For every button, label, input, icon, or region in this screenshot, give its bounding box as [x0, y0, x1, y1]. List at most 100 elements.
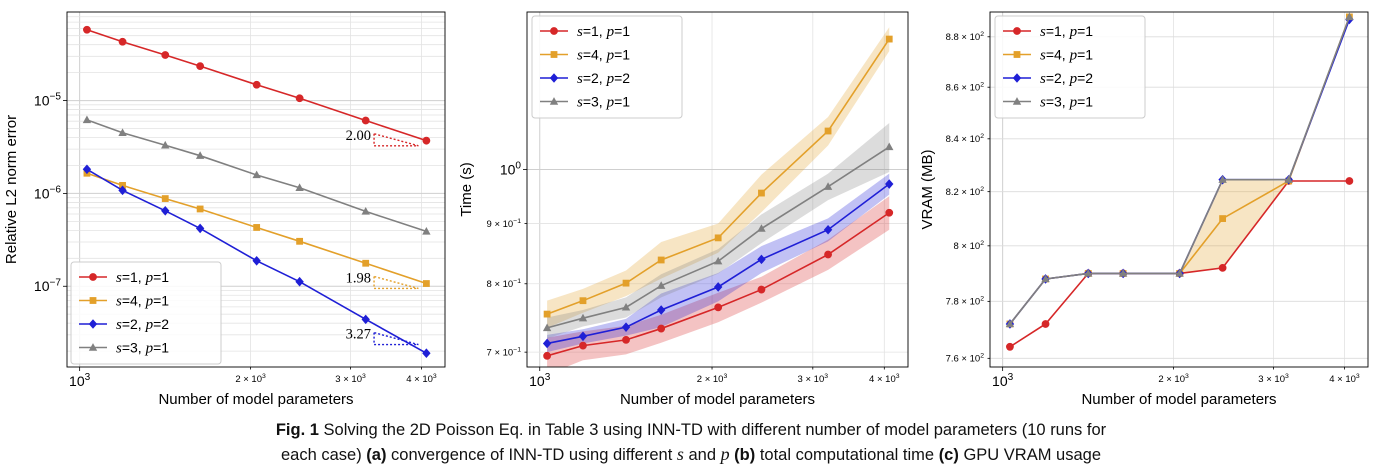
data-point [757, 254, 766, 265]
series-line-1-1 [86, 28, 427, 142]
data-point [579, 341, 587, 350]
slope-label: 3.27 [346, 327, 371, 343]
plot-area [82, 25, 431, 359]
data-point [252, 80, 261, 89]
data-point [296, 237, 304, 245]
series-line-1-1 [546, 212, 890, 357]
x-axis-label: Number of model parameters [620, 391, 815, 408]
legend: s=1, p=1 s=4, p=1 s=2, p=2 s=3, p=1 [531, 15, 683, 119]
data-point [758, 189, 765, 197]
legend-label: s=3, p=1 [577, 94, 630, 111]
legend-label: s=1, p=1 [116, 269, 169, 286]
x-tick-label: 4 × 103 [1329, 373, 1360, 385]
plot-area [542, 27, 894, 367]
legend-label: s=1, p=1 [1040, 23, 1093, 40]
x-tick-label: 3 × 103 [1258, 373, 1289, 385]
legend-marker [1013, 27, 1021, 35]
caption-fig-label: Fig. 1 [275, 421, 319, 439]
data-point [1345, 12, 1354, 21]
data-point [578, 331, 588, 342]
y-tick-label: 8.2 × 102 [946, 186, 985, 198]
legend-item-4-1: s=4, p=1 [79, 293, 169, 310]
chart-panel-3: 103 2 × 103 3 × 103 4 × 103 7.6 × 102 7.8 × 1… [919, 11, 1369, 408]
legend-label: s=2, p=2 [1040, 70, 1093, 87]
caption-text-3: convergence of INN-TD using different [386, 446, 677, 464]
legend-marker [549, 97, 559, 105]
chart-panel-1: 2.00 1.98 3.27 103 2 × 103 3 × 103 4 × 103 10−7… [3, 11, 446, 408]
legend-item-1-1: s=1, p=1 [540, 23, 630, 40]
x-tick-label: 4 × 103 [406, 373, 437, 385]
data-point [118, 37, 127, 46]
y-tick-label: 7.6 × 102 [946, 353, 985, 365]
legend-item-2-2: s=2, p=2 [540, 70, 630, 87]
y-tick-label: 8.4 × 102 [946, 133, 985, 145]
y-tick-label: 100 [500, 161, 522, 178]
legend-item-1-1: s=1, p=1 [1003, 23, 1093, 40]
legend-item-3-1: s=3, p=1 [1003, 94, 1093, 111]
data-point [713, 282, 723, 292]
data-point [161, 195, 169, 202]
data-point [118, 185, 127, 196]
data-point [161, 51, 170, 59]
y-axis-label: Time (s) [458, 162, 475, 216]
y-tick-label: 8 × 10−1 [487, 278, 522, 290]
data-point [195, 151, 205, 159]
data-point [823, 224, 833, 235]
data-point [1218, 263, 1227, 272]
data-point [119, 182, 126, 189]
data-point [361, 207, 370, 215]
legend-label: s=4, p=1 [116, 293, 169, 310]
slope-triangle: 2.00 [346, 128, 419, 147]
caption-text-5: total computational time [755, 446, 939, 464]
data-point [622, 279, 630, 287]
data-point [579, 297, 587, 305]
data-point [885, 208, 894, 217]
legend-marker [89, 273, 97, 281]
y-tick-label: 10−7 [34, 277, 61, 294]
data-point [422, 136, 431, 145]
data-point [622, 335, 630, 344]
legend-label: s=3, p=1 [116, 340, 169, 357]
legend-label: s=2, p=2 [577, 70, 630, 87]
data-point [196, 62, 205, 71]
data-point [757, 285, 766, 294]
tick-labels: 103 2 × 103 3 × 103 4 × 103 7.6 × 102 7.8 × 1… [946, 31, 1360, 389]
data-point [422, 348, 431, 359]
data-point [361, 314, 370, 325]
legend-marker [550, 51, 558, 58]
data-point [1041, 320, 1050, 328]
x-tick-label: 103 [529, 372, 551, 389]
legend-marker [88, 319, 98, 329]
axes-frame [989, 11, 1369, 368]
data-point [1118, 269, 1128, 277]
data-point [195, 223, 205, 234]
y-tick-label: 8.6 × 102 [946, 82, 985, 94]
data-point [118, 128, 127, 136]
legend-marker [1013, 51, 1021, 58]
data-point [196, 205, 204, 213]
legend-item-3-1: s=3, p=1 [79, 340, 169, 357]
caption-var-s: s [676, 444, 684, 464]
caption-text-4: and [683, 446, 721, 464]
y-axis-label: Relative L2 norm error [3, 115, 20, 264]
caption-line-2: each case) (a) convergence of INN-TD usi… [0, 442, 1382, 467]
data-point [161, 140, 170, 149]
plot-area [1005, 12, 1354, 351]
data-point [543, 310, 551, 318]
data-point [714, 303, 723, 312]
slope-triangle: 1.98 [346, 270, 419, 290]
data-point [362, 259, 370, 267]
y-axis-label: VRAM (MB) [919, 150, 936, 230]
caption-var-p: p [720, 444, 730, 464]
legend-label: s=3, p=1 [1040, 94, 1093, 111]
y-tick-label: 9 × 10−1 [487, 218, 522, 230]
slope-label: 2.00 [346, 128, 371, 144]
data-point [543, 351, 551, 360]
data-point [252, 170, 261, 179]
series-line-3-1 [86, 119, 427, 233]
x-tick-label: 3 × 103 [798, 373, 829, 385]
legend-marker [88, 343, 98, 351]
data-point [252, 256, 261, 266]
x-axis-label: Number of model parameters [1081, 391, 1276, 408]
data-point [714, 234, 722, 242]
